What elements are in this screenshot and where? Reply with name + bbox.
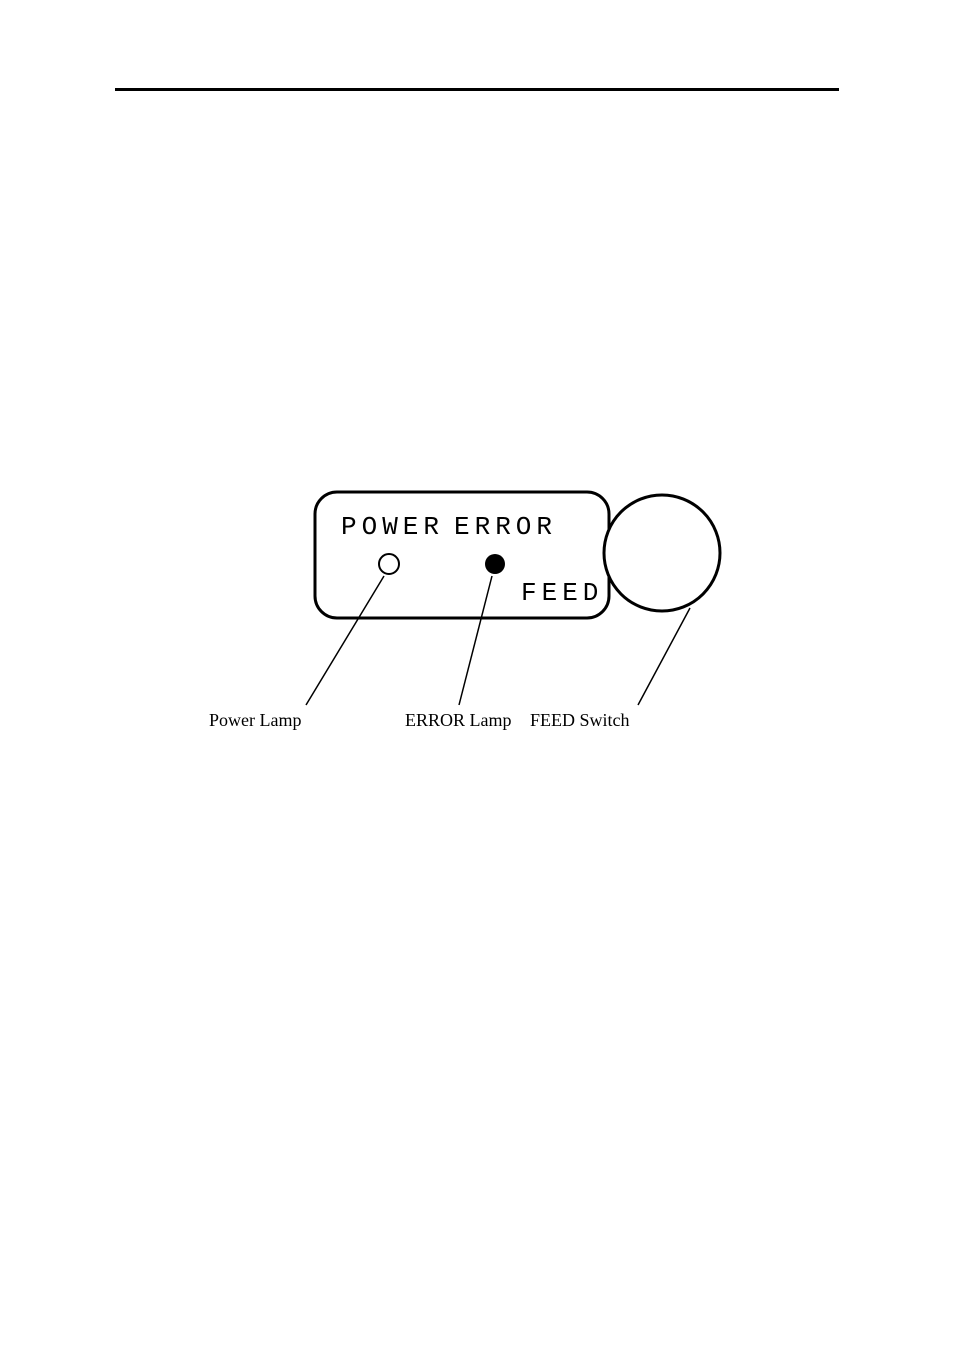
page: POWER ERROR FEED Power Lamp ERROR Lamp F… [0,0,954,1351]
caption-power-lamp: Power Lamp [209,710,301,731]
panel-feed-label: FEED [521,578,603,608]
feed-button[interactable] [604,495,720,611]
panel-diagram: POWER ERROR FEED [0,0,954,1351]
leader-error [459,576,492,705]
panel-error-label: ERROR [454,512,557,542]
caption-feed-switch: FEED Switch [530,710,630,731]
caption-error-lamp: ERROR Lamp [405,710,512,731]
power-lamp-icon [379,554,399,574]
leader-feed [638,608,690,705]
panel-power-label: POWER [341,512,444,542]
error-lamp-icon [485,554,505,574]
leader-power [306,576,384,705]
